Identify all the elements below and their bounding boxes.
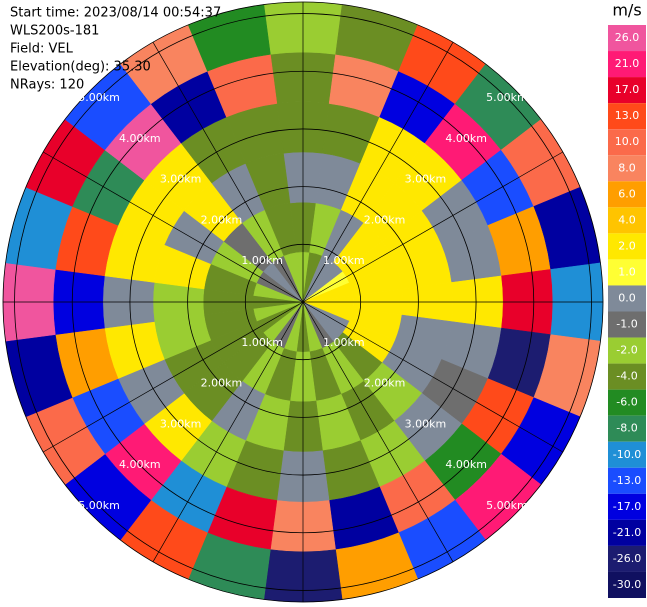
range-ring bbox=[129, 128, 477, 476]
colorbar-label: -1.0 bbox=[616, 318, 637, 331]
spoke bbox=[152, 42, 304, 303]
colorbar-label: 8.0 bbox=[618, 161, 636, 174]
range-label: 3.00km bbox=[405, 417, 447, 430]
range-label: 1.00km bbox=[241, 336, 283, 349]
colorbar-label: 26.0 bbox=[615, 31, 640, 44]
colorbar-label: -2.0 bbox=[616, 344, 637, 357]
colorbar: 26.0 21.0 17.0 13.0 10.0 8.0 6.0 4.0 2.0 1.0 0.0 -1… bbox=[608, 25, 646, 598]
colorbar-cell bbox=[608, 441, 646, 468]
colorbar-cell bbox=[608, 207, 646, 234]
colorbar-cell bbox=[608, 51, 646, 78]
colorbar-label: 21.0 bbox=[615, 57, 640, 70]
colorbar-label: -10.0 bbox=[613, 448, 641, 461]
range-label: 3.00km bbox=[160, 417, 202, 430]
colorbar-label: -8.0 bbox=[616, 422, 637, 435]
colorbar-cell bbox=[608, 467, 646, 494]
range-label: 4.00km bbox=[119, 132, 161, 145]
range-label: 1.00km bbox=[323, 336, 365, 349]
colorbar-label: 10.0 bbox=[615, 135, 640, 148]
range-label: 5.00km bbox=[78, 91, 120, 104]
colorbar-cell bbox=[608, 155, 646, 182]
colorbar-label: 4.0 bbox=[618, 213, 636, 226]
range-ring bbox=[14, 13, 592, 591]
header-line: Elevation(deg): 35.30 bbox=[10, 60, 151, 75]
range-label: 5.00km bbox=[486, 499, 528, 512]
colorbar-cell bbox=[608, 103, 646, 130]
range-label: 4.00km bbox=[445, 132, 487, 145]
colorbar-cell bbox=[608, 25, 646, 52]
colorbar-label: -4.0 bbox=[616, 370, 637, 383]
colorbar-cell bbox=[608, 181, 646, 208]
unit-label: m/s bbox=[612, 1, 641, 20]
range-ring bbox=[187, 186, 419, 418]
colorbar-cell bbox=[608, 311, 646, 338]
range-label: 3.00km bbox=[160, 173, 202, 186]
range-label: 5.00km bbox=[486, 91, 528, 104]
colorbar-cell bbox=[608, 285, 646, 312]
range-label: 2.00km bbox=[364, 213, 406, 226]
colorbar-label: -30.0 bbox=[613, 578, 641, 591]
colorbar-cell bbox=[608, 259, 646, 286]
colorbar-cell bbox=[608, 389, 646, 416]
range-label: 4.00km bbox=[119, 458, 161, 471]
spoke bbox=[43, 301, 304, 453]
colorbar-label: 17.0 bbox=[615, 83, 640, 96]
range-ring bbox=[244, 243, 362, 361]
colorbar-label: -21.0 bbox=[613, 526, 641, 539]
header-line: WLS200s-181 bbox=[10, 24, 99, 39]
header: Start time: 2023/08/14 00:54:37 WLS200s-1… bbox=[10, 6, 221, 93]
colorbar-cell bbox=[608, 337, 646, 364]
colorbar-cell bbox=[608, 129, 646, 156]
spoke bbox=[302, 42, 454, 303]
spoke bbox=[152, 301, 304, 562]
colorbar-label: 6.0 bbox=[618, 187, 636, 200]
colorbar-cell bbox=[608, 77, 646, 104]
colorbar-label: 1.0 bbox=[618, 265, 636, 278]
outer-ring bbox=[2, 1, 604, 603]
range-label: 2.00km bbox=[364, 377, 406, 390]
colorbar-label: -26.0 bbox=[613, 552, 641, 565]
colorbar-label: -6.0 bbox=[616, 396, 637, 409]
header-line: Field: VEL bbox=[10, 42, 74, 57]
colorbar-cell bbox=[608, 571, 646, 598]
colorbar-label: 13.0 bbox=[615, 109, 640, 122]
colorbar-cell bbox=[608, 363, 646, 390]
colorbar-label: 0.0 bbox=[618, 291, 636, 304]
spoke bbox=[302, 301, 454, 562]
ppi-field bbox=[2, 1, 604, 603]
range-label: 2.00km bbox=[201, 377, 243, 390]
header-line: NRays: 120 bbox=[10, 78, 84, 93]
colorbar-cell bbox=[608, 545, 646, 572]
header-line: Start time: 2023/08/14 00:54:37 bbox=[10, 6, 221, 21]
spoke bbox=[302, 301, 563, 453]
range-label: 2.00km bbox=[201, 213, 243, 226]
colorbar-label: 2.0 bbox=[618, 239, 636, 252]
colorbar-cell bbox=[608, 519, 646, 546]
spoke bbox=[43, 151, 304, 303]
range-ring bbox=[71, 70, 535, 534]
spoke bbox=[302, 151, 563, 303]
range-label: 5.00km bbox=[78, 499, 120, 512]
range-label: 1.00km bbox=[323, 254, 365, 267]
colorbar-label: -17.0 bbox=[613, 500, 641, 513]
range-label: 3.00km bbox=[405, 173, 447, 186]
range-label: 1.00km bbox=[241, 254, 283, 267]
range-label: 4.00km bbox=[445, 458, 487, 471]
colorbar-cell bbox=[608, 233, 646, 260]
colorbar-cell bbox=[608, 493, 646, 520]
colorbar-label: -13.0 bbox=[613, 474, 641, 487]
colorbar-cell bbox=[608, 415, 646, 442]
ppi-overlay: 1.00km 1.00km 1.00km 1.00km 2.00km 2.00km 2.00… bbox=[2, 1, 604, 603]
